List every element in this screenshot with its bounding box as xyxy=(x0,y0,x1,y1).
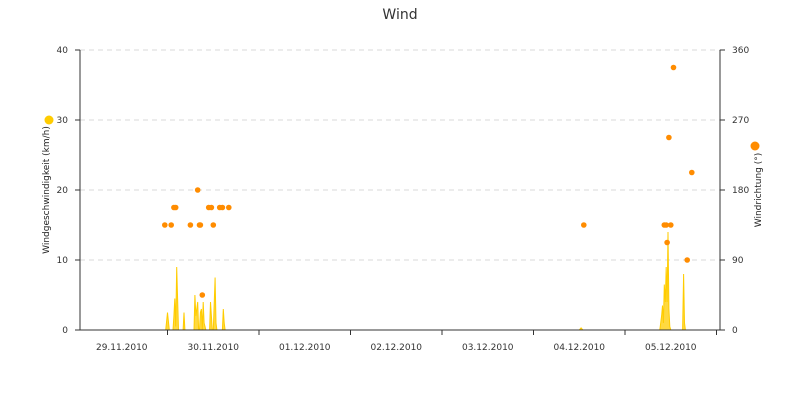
wind-speed-area-segment xyxy=(165,266,232,331)
y-right-tick-label: 90 xyxy=(732,256,744,266)
y-left-tick-label: 10 xyxy=(57,256,69,266)
y-left-tick-label: 40 xyxy=(57,46,69,56)
y-right-tick-label: 0 xyxy=(732,326,738,336)
y-left-axis-title: Windgeschwindigkeit (km/h) xyxy=(42,126,52,254)
axis-labels: 0 10 20 30 40 0 90 180 270 360 29.11.2010 30.11.201… xyxy=(42,46,764,353)
wind-direction-point xyxy=(197,222,204,228)
y-right-axis-title: Windrichtung (°) xyxy=(754,153,764,228)
wind-direction-point xyxy=(226,204,232,211)
wind-direction-point xyxy=(172,204,179,211)
wind-direction-point xyxy=(210,222,217,228)
chart-title: Wind xyxy=(382,7,418,23)
x-tick-label: 30.11.2010 xyxy=(187,343,239,353)
wind-direction-point xyxy=(162,222,168,228)
wind-direction-points xyxy=(162,64,695,298)
x-tick-label: 04.12.2010 xyxy=(553,343,605,353)
wind-speed-area-segment xyxy=(659,231,687,331)
wind-direction-point xyxy=(666,134,672,141)
axes xyxy=(75,49,725,335)
y-right-tick-label: 270 xyxy=(732,116,749,126)
x-tick-label: 02.12.2010 xyxy=(370,343,422,353)
wind-speed-area xyxy=(165,231,687,331)
wind-direction-point xyxy=(187,222,194,228)
wind-direction-point xyxy=(689,169,695,176)
x-tick-label: 29.11.2010 xyxy=(96,343,148,353)
wind-direction-point xyxy=(199,292,206,298)
wind-direction-point xyxy=(684,257,690,263)
wind-direction-point xyxy=(219,204,226,211)
wind-direction-point xyxy=(194,187,201,193)
y-left-tick-label: 0 xyxy=(62,326,68,336)
wind-direction-series-marker xyxy=(750,141,760,151)
wind-direction-point xyxy=(670,64,677,71)
x-tick-label: 01.12.2010 xyxy=(279,343,331,353)
y-right-tick-label: 180 xyxy=(732,186,749,196)
x-tick-label: 05.12.2010 xyxy=(645,343,697,353)
wind-direction-point xyxy=(581,222,587,228)
y-left-tick-label: 20 xyxy=(57,186,69,196)
y-right-tick-label: 360 xyxy=(732,46,749,56)
y-left-tick-label: 30 xyxy=(57,116,69,126)
wind-speed-series-marker xyxy=(44,115,54,125)
grid-lines xyxy=(80,49,720,261)
wind-direction-point xyxy=(208,204,215,211)
wind-direction-point xyxy=(168,222,174,228)
x-tick-label: 03.12.2010 xyxy=(462,343,514,353)
wind-direction-point xyxy=(663,222,669,228)
wind-direction-point xyxy=(668,222,674,228)
wind-direction-point xyxy=(664,239,670,246)
